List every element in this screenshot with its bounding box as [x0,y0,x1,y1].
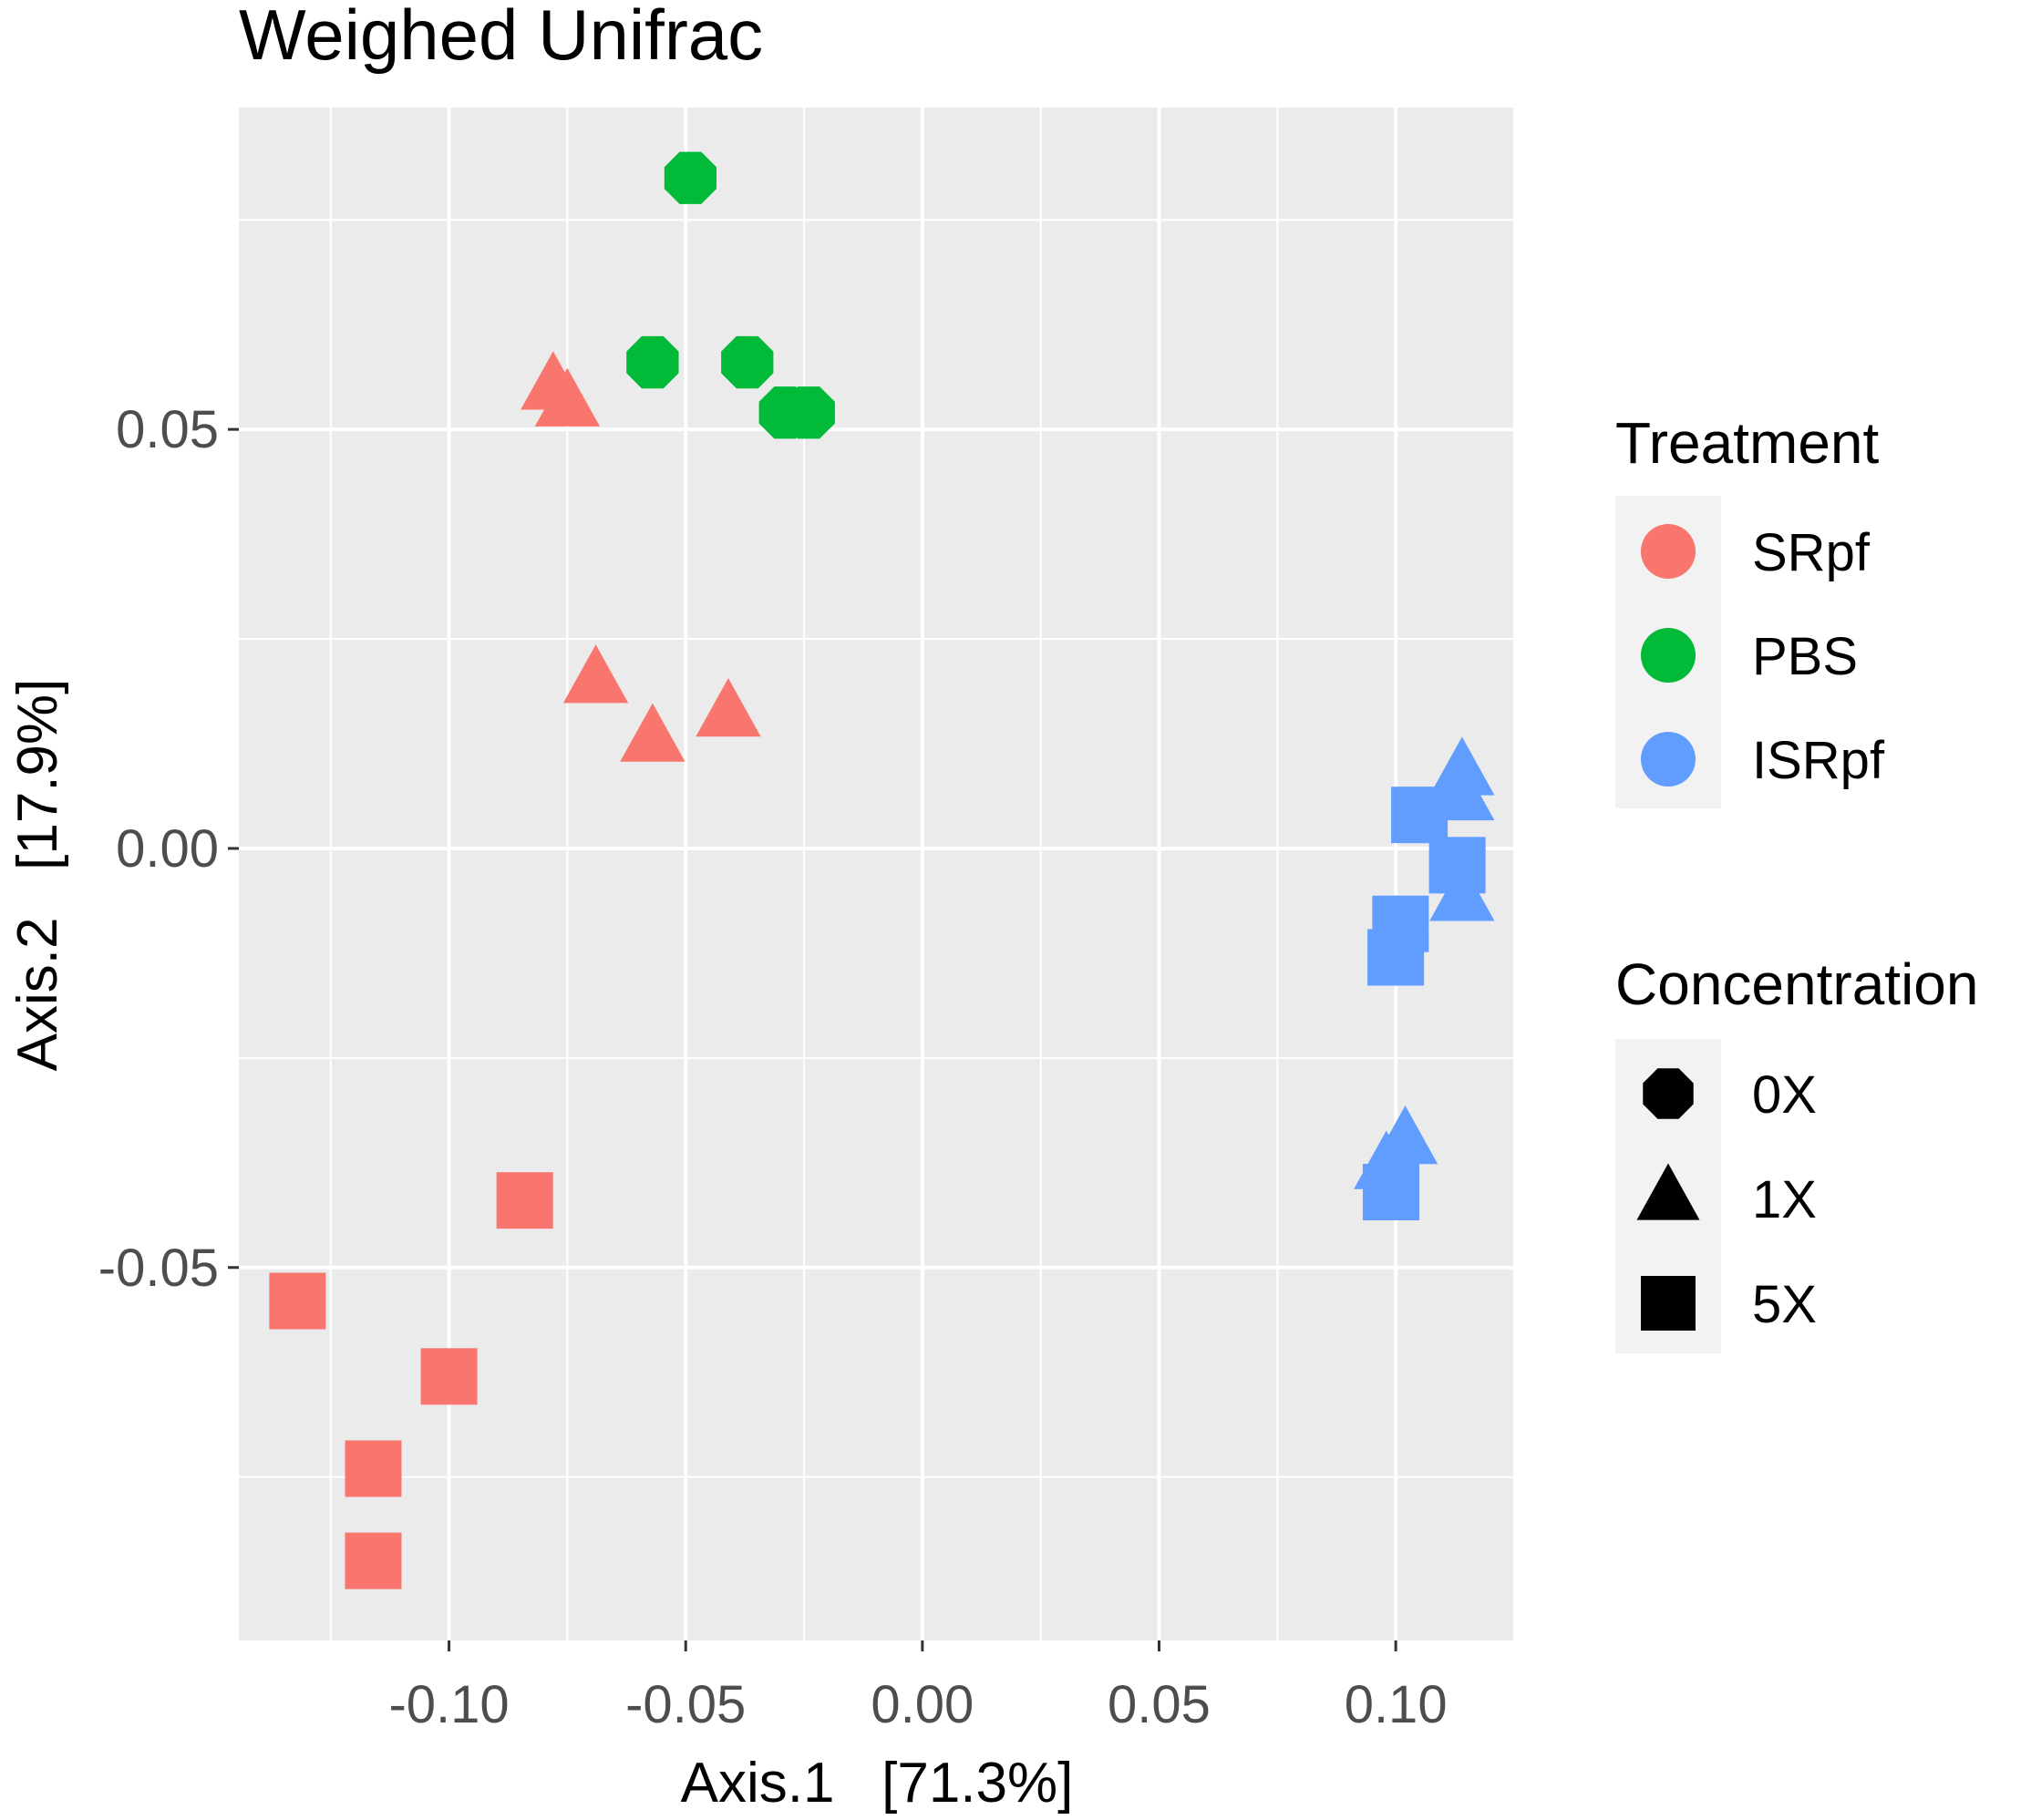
data-point-isrpf-5x [1362,1163,1419,1220]
data-point-srpf-1x [620,703,686,762]
data-point-isrpf-5x [1367,929,1425,986]
data-point-isrpf-5x [1391,787,1449,844]
chart-title: Weighed Unifrac [239,0,763,75]
treatment-legend: SRpf PBS ISRpf [1641,523,1885,790]
x-tick-label: 0.00 [871,1675,974,1734]
data-points [269,151,1495,1589]
legend-label-isrpf: ISRpf [1752,731,1885,790]
x-axis-ticks: -0.10 -0.05 0.00 0.05 0.10 [388,1640,1448,1734]
data-point-pbs-0x [782,386,835,439]
legend-label-0x: 0X [1752,1065,1817,1125]
plot-panel [239,108,1515,1640]
data-point-pbs-0x [664,151,717,204]
minor-gridlines [239,108,1515,1640]
legend-key-isrpf [1641,732,1696,787]
concentration-legend-title: Concentration [1615,951,1978,1017]
data-point-srpf-1x [534,367,601,427]
y-tick-label: -0.05 [98,1239,219,1298]
data-point-srpf-5x [496,1172,553,1229]
legend-key-1x [1636,1163,1700,1220]
data-point-srpf-5x [420,1348,478,1405]
y-axis-title: Axis.2 [17.9%] [6,679,69,1072]
y-tick-label: 0.00 [116,819,219,879]
x-tick-label: 0.05 [1108,1675,1211,1734]
x-axis-title: Axis.1 [71.3%] [681,1752,1074,1815]
legend-label-5x: 5X [1752,1275,1817,1334]
treatment-legend-title: Treatment [1615,410,1880,476]
x-tick-label: -0.10 [388,1675,509,1734]
data-point-isrpf-5x [1428,837,1486,894]
data-point-pbs-0x [626,335,679,389]
legend-key-5x [1641,1276,1696,1331]
y-tick-label: 0.05 [116,400,219,459]
legend-label-1x: 1X [1752,1170,1817,1229]
legend-key-srpf [1641,524,1696,579]
data-point-pbs-0x [721,335,774,389]
legend-key-0x [1643,1068,1694,1119]
data-point-srpf-5x [269,1272,326,1330]
data-point-srpf-5x [345,1532,402,1589]
y-axis-ticks: -0.05 0.00 0.05 [98,400,239,1298]
major-gridlines [239,108,1515,1640]
data-point-srpf-5x [345,1440,402,1497]
concentration-legend: 0X 1X 5X [1636,1065,1817,1334]
x-tick-label: -0.05 [625,1675,746,1734]
data-point-srpf-1x [562,644,629,704]
x-tick-label: 0.10 [1345,1675,1448,1734]
legend-label-pbs: PBS [1752,627,1858,686]
legend-key-pbs [1641,628,1696,683]
legend-label-srpf: SRpf [1752,523,1871,582]
data-point-srpf-1x [696,678,761,737]
